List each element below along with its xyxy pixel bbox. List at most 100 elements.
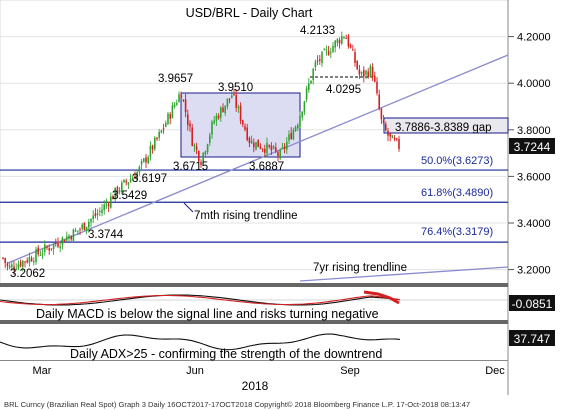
seven-year-rising-trendline [299,266,509,282]
candle-body-27 [61,237,64,245]
candle-body-157 [347,36,350,47]
candle-body-125 [277,152,279,156]
label-3-2062: 3.2062 [10,268,45,280]
candle-body-165 [365,70,367,75]
candle-body-13 [30,258,33,262]
candle-body-131 [290,132,292,140]
y-tick-label-3: 3.8000 [517,125,551,137]
macd-signal-highlight [363,290,400,305]
candle-body-40 [90,218,92,223]
x-tick-dec: Dec [485,365,505,377]
candle-body-91 [202,152,204,163]
candle-body-110 [244,126,246,130]
candle-body-47 [105,203,108,205]
macd-value-marker [509,295,555,311]
fib-50-label: 50.0%(3.6273) [421,155,493,167]
y-tick-label-1: 3.4000 [517,218,551,230]
candle-body-78 [173,104,176,107]
candle-body-162 [358,69,361,75]
candle-body-98 [217,115,220,119]
candle-body-57 [127,182,130,185]
candle-body-30 [68,235,70,239]
seventh-rising-trendline [7,54,509,264]
candle-body-144 [319,59,321,61]
candle-body-155 [343,36,345,38]
separator-price-macd [0,283,508,287]
candle-body-34 [77,230,79,232]
candle-body-159 [352,49,354,51]
candle-body-163 [360,71,363,74]
label-high-3-9510: 3.9510 [218,82,253,94]
candle-body-138 [305,88,308,100]
candle-body-7 [17,264,20,269]
candle-body-24 [55,242,57,244]
candle-body-174 [385,124,387,131]
candle-body-44 [99,211,101,213]
candle-body-60 [134,176,136,179]
candle-body-116 [257,139,259,148]
candle-body-39 [88,221,90,228]
candle-body-67 [149,145,152,157]
candle-body-71 [158,132,160,138]
candle-body-97 [215,115,218,121]
candle-body-169 [374,75,376,82]
x-tick-jun: Jun [186,365,204,377]
price-gap-box [383,117,509,134]
candle-body-32 [72,229,75,242]
candle-body-80 [178,94,180,103]
fibonacci-lines [0,169,508,243]
candle-body-26 [59,246,61,249]
candle-body-50 [112,196,114,200]
candle-body-107 [237,106,240,109]
label-low-3-6715: 3.6715 [173,161,208,173]
candle-body-99 [220,107,222,118]
candle-body-54 [121,182,123,193]
candle-body-69 [154,137,156,150]
candle-body-154 [341,36,343,44]
candle-body-151 [334,40,336,48]
candle-body-79 [176,102,178,105]
candle-body-15 [35,249,37,262]
candle-body-4 [11,264,13,268]
candle-body-123 [272,146,275,149]
candle-body-48 [107,204,110,207]
candle-body-168 [371,66,374,77]
candle-body-77 [171,105,174,119]
candle-body-87 [193,145,196,147]
candle-body-75 [167,113,169,124]
candle-body-115 [255,141,257,150]
label-7yr-trendline: 7yr rising trendline [313,262,407,274]
candle-body-156 [345,37,347,39]
candle-body-12 [28,257,31,263]
candle-body-118 [261,148,264,150]
candle-body-135 [299,115,301,127]
candle-body-147 [325,49,328,51]
candle-body-92 [204,151,207,155]
candle-body-22 [50,248,53,250]
candle-body-5 [13,266,15,270]
chart-title: USD/BRL - Daily Chart [186,6,313,20]
candle-body-41 [92,215,94,219]
candle-body-18 [41,253,44,255]
candle-body-89 [198,151,200,162]
candle-body-20 [46,246,48,248]
candle-body-81 [180,94,182,98]
candle-body-119 [264,148,266,153]
candle-body-166 [367,71,369,78]
candle-body-31 [70,236,72,240]
candle-body-93 [206,144,209,153]
candle-body-28 [63,239,66,243]
candle-body-105 [233,94,235,96]
macd-signal-line [0,294,401,306]
separator-adx-axis [0,360,508,361]
candle-body-103 [228,98,231,100]
candle-body-51 [114,187,116,200]
candle-body-58 [129,178,132,183]
candle-body-136 [301,111,303,118]
candle-body-49 [110,196,112,208]
macd-line [0,294,401,306]
candle-body-126 [279,150,281,159]
candle-body-149 [330,52,332,54]
candle-body-38 [85,226,88,231]
candle-body-45 [101,209,103,213]
